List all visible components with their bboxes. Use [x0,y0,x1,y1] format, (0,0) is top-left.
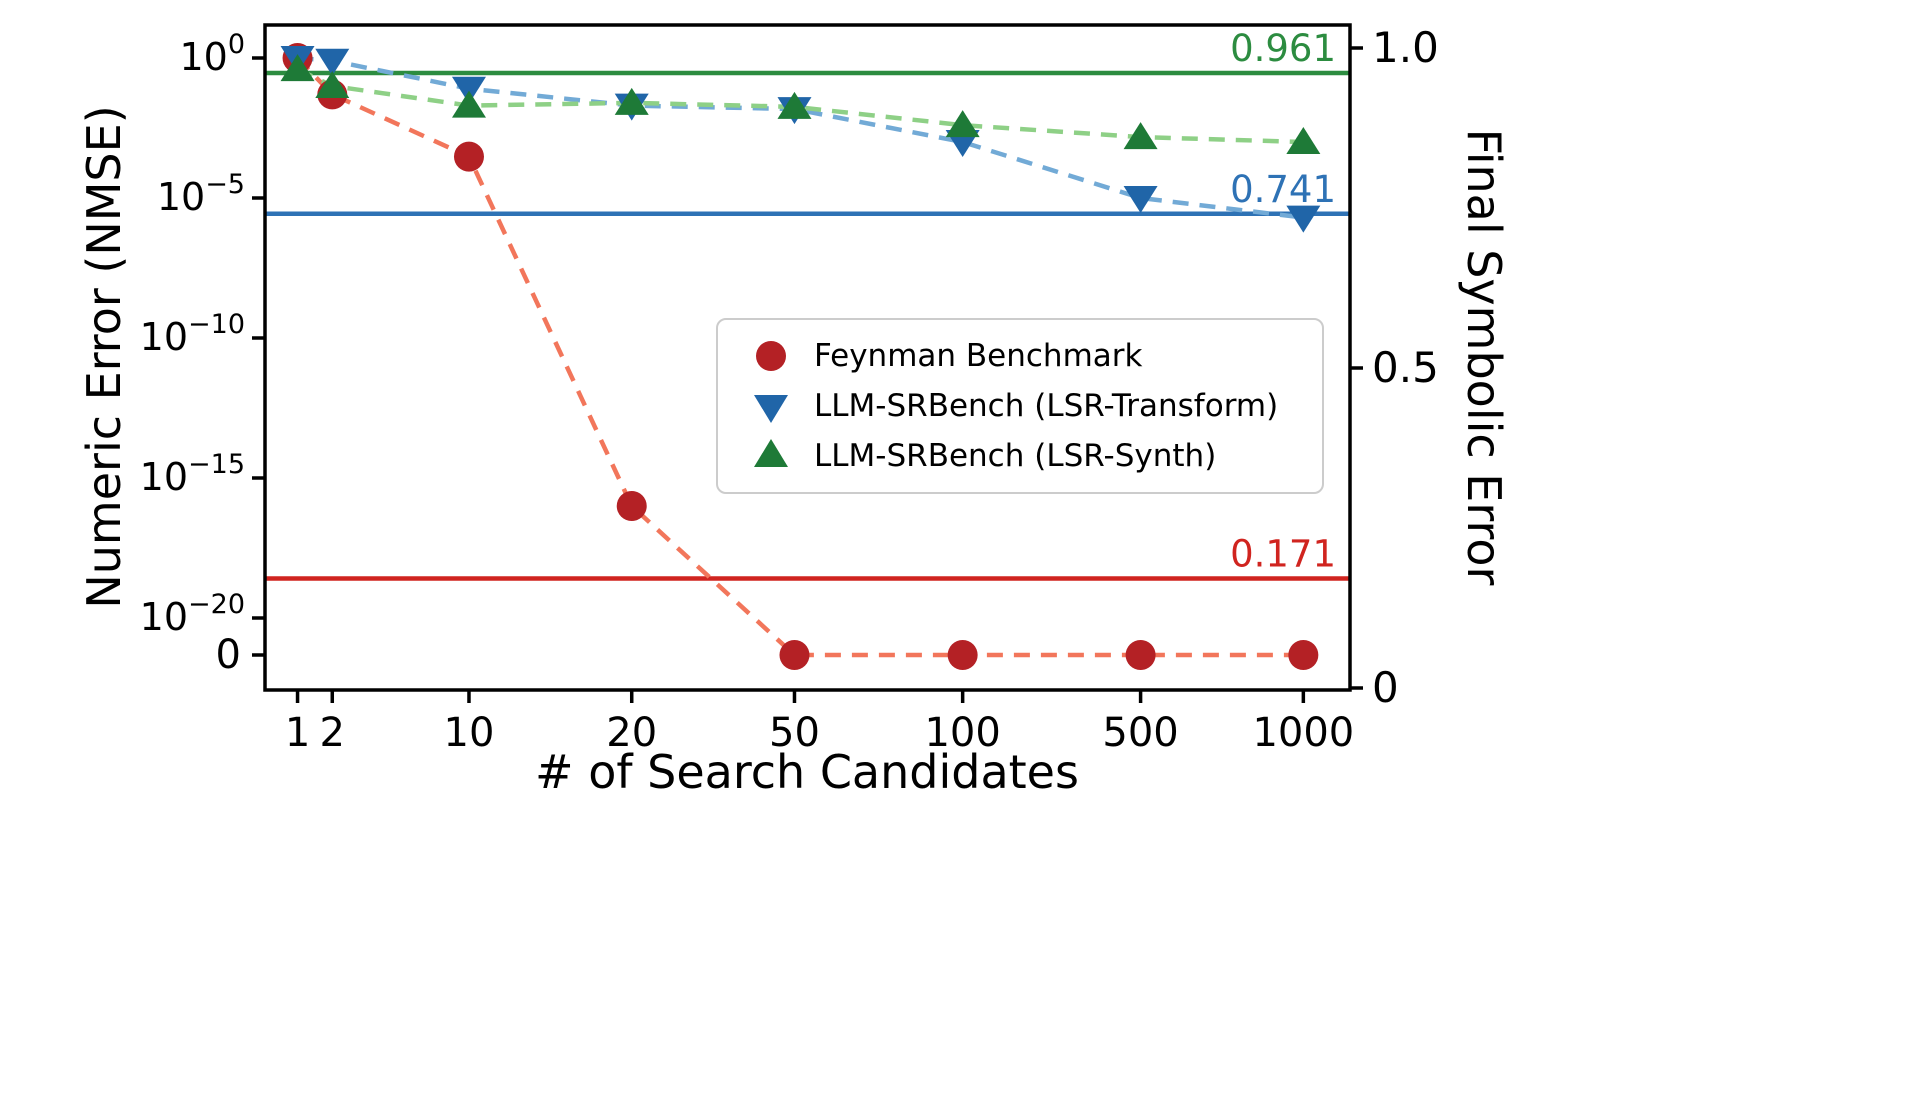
legend-label: LLM-SRBench (LSR-Transform) [814,388,1279,424]
x-tick-label: 500 [1102,710,1178,756]
x-tick-label: 1000 [1252,710,1354,756]
x-tick-label: 20 [606,710,657,756]
legend-row-feynman: Feynman Benchmark [728,334,1312,378]
hline-labels: 0.171 0.741 0.961 [1230,27,1336,576]
benchmark-hlines [265,70,1350,581]
right-y-tick-label: 0.5 [1372,343,1439,392]
circle-marker [1125,640,1156,670]
y-tick-label: 0 [216,632,241,678]
triangle-up-marker [1286,127,1321,154]
benchmark-hline-value: 0.961 [1230,27,1336,70]
y-tick-label: 10−5 [157,169,245,219]
series-line [296,67,1304,145]
triangle-up-marker [777,91,812,119]
ticks-group: 1 2 10 20 50 100 500 100010010−510−1010−1510−20… [140,23,1439,756]
x-tick-label: 10 [444,710,495,756]
triangle-up-marker [1123,122,1158,150]
circle-marker [1288,640,1319,670]
right-y-tick-label: 0 [1372,663,1399,712]
circle-marker [947,640,978,670]
circle-marker-icon [728,337,814,375]
triangle-up-marker-icon [728,437,814,475]
triangle-down-marker [1123,186,1158,213]
plot-border [263,23,1352,692]
series-line [297,55,1304,220]
circle-marker [616,491,647,521]
triangle-up-marker [451,90,486,118]
left-y-axis-label: Numeric Error (NMSE) [77,105,131,608]
x-tick-label: 50 [769,710,820,756]
y-tick-label: 10−15 [140,449,245,499]
circle-marker [779,640,810,670]
circle-marker [453,141,484,172]
triangle-down-marker [1286,205,1321,233]
triangle-up-marker [315,71,350,98]
benchmark-hline-value: 0.171 [1230,533,1336,576]
triangle-up-marker [280,54,315,82]
right-y-axis-label: Final Symbolic Error [1457,129,1511,586]
x-tick-label: 1 [285,710,310,756]
triangle-up-marker [614,87,649,115]
x-axis-label: # of Search Candidates [535,745,1079,799]
legend-row-lsr-transform: LLM-SRBench (LSR-Transform) [728,384,1312,428]
right-y-tick-label: 1.0 [1372,23,1439,72]
x-tick-label: 2 [320,710,345,756]
x-tick-label: 100 [924,710,1000,756]
legend-label: LLM-SRBench (LSR-Synth) [814,438,1217,474]
triangle-down-marker [315,48,350,76]
triangle-down-marker-icon [728,387,814,425]
series-group [280,43,1321,670]
triangle-down-marker [451,76,486,104]
legend-label: Feynman Benchmark [814,338,1143,374]
legend: Feynman Benchmark LLM-SRBench (LSR-Trans… [716,318,1324,494]
y-tick-label: 100 [179,29,245,79]
benchmark-hline-value: 0.741 [1230,168,1336,211]
legend-row-lsr-synth: LLM-SRBench (LSR-Synth) [728,434,1312,478]
triangle-up-marker [945,110,980,138]
y-tick-label: 10−10 [140,309,245,359]
